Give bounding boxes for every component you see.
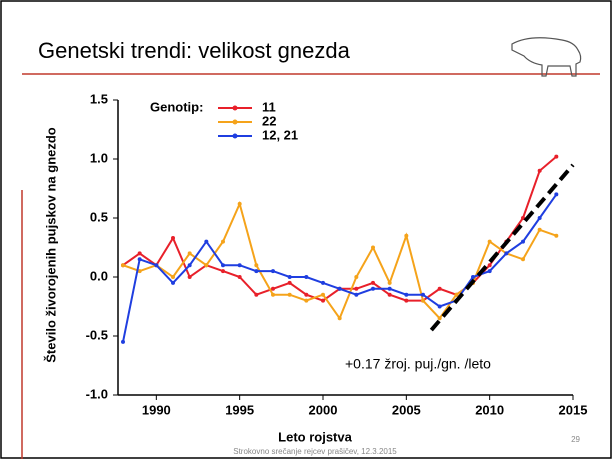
annotation: +0.17 žroj. puj./gn. /leto: [345, 356, 491, 372]
slide-title: Genetski trendi: velikost gnezda: [38, 38, 351, 63]
x-tick-label: 2015: [559, 402, 588, 417]
point: [487, 269, 492, 274]
point: [204, 263, 209, 268]
point: [437, 286, 442, 291]
point: [454, 292, 459, 297]
point: [304, 292, 309, 297]
point: [271, 286, 275, 291]
x-axis-label: Leto rojstva: [278, 429, 352, 444]
point: [254, 263, 259, 268]
legend-label: 11: [262, 99, 276, 114]
point: [404, 298, 409, 303]
trend-line: [429, 163, 575, 332]
legend-marker: [232, 119, 238, 125]
point: [137, 257, 142, 262]
point: [171, 275, 175, 279]
point: [304, 275, 309, 279]
point: [137, 251, 142, 256]
point: [221, 239, 225, 244]
legend-label: 22: [262, 113, 276, 128]
y-axis-label: Število živorojenih pujskov na gnezdo: [43, 127, 58, 363]
x-tick-label: 1990: [142, 402, 171, 417]
point: [554, 192, 559, 197]
point: [137, 269, 142, 274]
point: [237, 275, 242, 279]
legend-title: Genotip:: [150, 99, 203, 114]
point: [221, 263, 225, 268]
page-number: 29: [571, 435, 580, 444]
point: [321, 298, 325, 303]
point: [387, 286, 392, 291]
legend-marker: [232, 105, 238, 111]
x-tick-label: 2010: [475, 402, 504, 417]
point: [404, 292, 409, 297]
y-tick-label: 1.0: [90, 150, 108, 165]
point: [487, 239, 492, 244]
point: [254, 292, 259, 297]
point: [537, 227, 542, 232]
point: [221, 269, 225, 274]
point: [304, 298, 309, 303]
point: [404, 233, 409, 238]
point: [521, 239, 525, 244]
point: [337, 316, 342, 321]
point: [271, 269, 275, 274]
point: [287, 280, 292, 285]
y-tick-label: 0.0: [90, 268, 108, 283]
point: [554, 154, 559, 159]
footer: Strokovno srečanje rejcev prašičev, 12.3…: [233, 447, 397, 456]
point: [121, 339, 125, 344]
point: [387, 292, 392, 297]
point: [387, 280, 392, 285]
point: [487, 263, 492, 268]
point: [371, 280, 375, 285]
point: [421, 292, 425, 297]
point: [171, 236, 175, 241]
point: [421, 298, 425, 303]
x-tick-label: 1995: [225, 402, 254, 417]
point: [354, 286, 359, 291]
y-tick-label: 1.5: [90, 91, 108, 106]
point: [187, 275, 192, 279]
point: [121, 263, 125, 268]
point: [321, 280, 325, 285]
point: [321, 292, 325, 297]
point: [187, 263, 192, 268]
point: [521, 257, 525, 262]
point: [371, 286, 375, 291]
pig-icon: [511, 37, 582, 77]
point: [237, 263, 242, 268]
x-tick-label: 2000: [309, 402, 338, 417]
point: [254, 269, 259, 274]
point: [154, 263, 159, 268]
point: [187, 251, 192, 256]
point: [554, 233, 559, 238]
point: [354, 275, 359, 279]
y-tick-label: -0.5: [86, 327, 108, 342]
point: [337, 286, 342, 291]
point: [204, 239, 209, 244]
legend-label: 12, 21: [262, 127, 298, 142]
y-tick-label: 0.5: [90, 209, 108, 224]
point: [287, 292, 292, 297]
point: [371, 245, 375, 250]
legend-marker: [232, 133, 238, 139]
point: [537, 216, 542, 220]
point: [537, 168, 542, 173]
x-tick-label: 2005: [392, 402, 421, 417]
point: [354, 292, 359, 297]
point: [237, 201, 242, 206]
point: [287, 275, 292, 279]
point: [437, 304, 442, 309]
point: [471, 275, 475, 279]
point: [271, 292, 275, 297]
point: [171, 280, 175, 285]
y-tick-label: -1.0: [86, 386, 108, 401]
point: [437, 316, 442, 321]
point: [504, 251, 509, 256]
